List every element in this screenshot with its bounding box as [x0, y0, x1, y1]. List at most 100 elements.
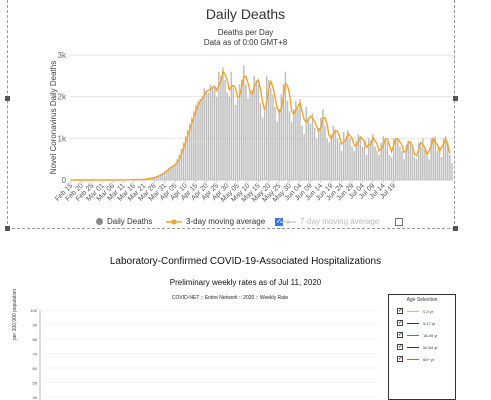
bar[interactable]	[286, 100, 289, 180]
bar[interactable]	[340, 150, 343, 180]
legend-7day-ma-checkbox[interactable]	[395, 217, 404, 226]
age-group-2[interactable]: 18-49 yr	[397, 331, 438, 338]
resize-handle-left[interactable]	[5, 96, 10, 101]
bar[interactable]	[407, 140, 409, 180]
bar[interactable]	[191, 117, 193, 181]
bar[interactable]	[413, 157, 416, 180]
age-group-checkbox[interactable]	[397, 343, 403, 350]
legend-daily-deaths[interactable]: Daily Deaths	[96, 217, 152, 226]
bar[interactable]	[253, 75, 255, 180]
bar[interactable]	[216, 96, 218, 180]
bar[interactable]	[307, 117, 310, 181]
bar[interactable]	[195, 105, 197, 180]
bar[interactable]	[322, 109, 324, 180]
bar[interactable]	[299, 98, 301, 180]
bar[interactable]	[211, 86, 214, 180]
bar[interactable]	[440, 157, 443, 180]
bar[interactable]	[203, 88, 205, 180]
bar[interactable]	[278, 109, 280, 180]
bar[interactable]	[270, 88, 272, 180]
bar[interactable]	[378, 155, 380, 180]
bar[interactable]	[161, 172, 164, 180]
bar[interactable]	[342, 132, 345, 180]
bar[interactable]	[449, 155, 451, 180]
bar[interactable]	[293, 109, 295, 180]
bar[interactable]	[284, 71, 287, 180]
age-group-0[interactable]: 0-4 yr	[397, 307, 433, 314]
bar[interactable]	[320, 117, 322, 181]
bar[interactable]	[151, 177, 153, 180]
bar[interactable]	[178, 155, 181, 180]
bar[interactable]	[409, 142, 412, 181]
bar[interactable]	[232, 88, 235, 180]
bar[interactable]	[447, 142, 449, 181]
bar[interactable]	[401, 150, 403, 180]
bar[interactable]	[436, 150, 439, 180]
bar[interactable]	[403, 159, 405, 180]
bar[interactable]	[432, 140, 434, 180]
bar[interactable]	[338, 142, 341, 181]
legend-7day-ma[interactable]: 7-day moving average	[280, 217, 404, 226]
bar[interactable]	[330, 134, 332, 180]
bar[interactable]	[249, 90, 251, 180]
bar[interactable]	[386, 142, 389, 181]
bar[interactable]	[247, 98, 249, 180]
bar[interactable]	[324, 125, 326, 180]
age-group-checkbox[interactable]	[397, 331, 403, 338]
bar[interactable]	[276, 121, 278, 180]
bar[interactable]	[411, 146, 414, 180]
bar[interactable]	[336, 138, 339, 180]
bar[interactable]	[388, 155, 391, 180]
bar[interactable]	[444, 136, 447, 180]
bar[interactable]	[392, 138, 395, 180]
bar[interactable]	[359, 136, 362, 180]
bar[interactable]	[438, 146, 441, 180]
bar[interactable]	[442, 138, 445, 180]
bar[interactable]	[222, 67, 224, 181]
bar[interactable]	[305, 107, 307, 180]
bar[interactable]	[218, 71, 220, 180]
bar[interactable]	[243, 65, 245, 180]
bar[interactable]	[303, 134, 305, 180]
bar[interactable]	[328, 142, 330, 181]
bar[interactable]	[347, 130, 349, 180]
age-group-4[interactable]: 65+ yr	[397, 355, 434, 362]
bar[interactable]	[172, 165, 174, 180]
bar[interactable]	[428, 159, 430, 180]
bar[interactable]	[236, 98, 239, 180]
bar[interactable]	[376, 150, 378, 180]
bar[interactable]	[390, 157, 393, 180]
bar[interactable]	[166, 169, 168, 180]
bar[interactable]	[153, 177, 156, 180]
bar[interactable]	[345, 138, 347, 180]
bar[interactable]	[168, 167, 170, 181]
resize-handle-bottom-right[interactable]	[453, 226, 458, 231]
bar[interactable]	[355, 140, 357, 180]
legend-3day-ma[interactable]: 3-day moving average	[166, 217, 284, 226]
bar[interactable]	[430, 138, 432, 180]
bar[interactable]	[224, 80, 226, 180]
resize-handle-right[interactable]	[453, 96, 458, 101]
bar[interactable]	[422, 138, 424, 180]
bar[interactable]	[451, 163, 453, 180]
bar[interactable]	[365, 155, 368, 180]
bar[interactable]	[420, 146, 422, 180]
bar[interactable]	[188, 123, 191, 180]
bar[interactable]	[159, 174, 162, 180]
bar[interactable]	[309, 123, 312, 180]
resize-handle-bottom-left[interactable]	[5, 226, 10, 231]
bar[interactable]	[259, 102, 262, 180]
bar[interactable]	[295, 100, 297, 180]
bar[interactable]	[197, 100, 199, 180]
bar[interactable]	[193, 111, 195, 180]
bar[interactable]	[353, 150, 355, 180]
bar[interactable]	[186, 130, 189, 180]
bar[interactable]	[361, 146, 364, 180]
bar[interactable]	[399, 146, 401, 180]
bar[interactable]	[228, 96, 230, 180]
bar[interactable]	[199, 98, 201, 180]
age-group-3[interactable]: 50-64 yr	[397, 343, 438, 350]
bar[interactable]	[374, 146, 376, 180]
bar[interactable]	[318, 127, 320, 180]
bar[interactable]	[424, 148, 426, 180]
